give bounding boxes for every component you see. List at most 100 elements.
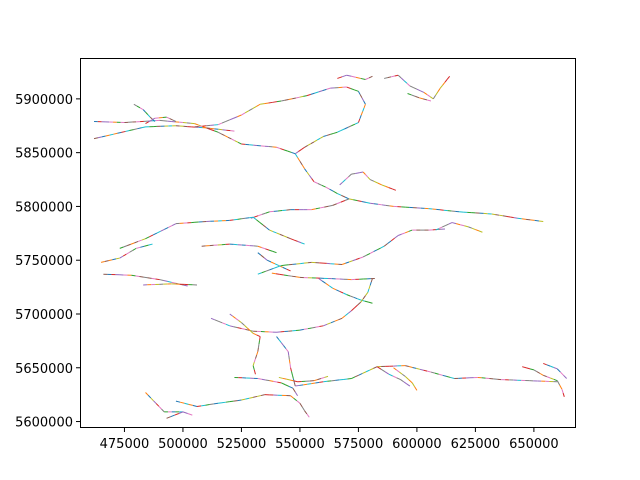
route-segment	[304, 410, 308, 415]
route-segment	[322, 88, 327, 92]
route-segment	[310, 92, 315, 95]
route-segment	[291, 275, 296, 278]
route-segment	[129, 129, 134, 132]
route-segment	[324, 205, 329, 208]
route-segment	[304, 168, 308, 173]
route-segment	[369, 179, 375, 182]
route-line	[454, 376, 558, 383]
route-segment	[218, 320, 223, 324]
route-segment	[553, 378, 558, 382]
route-segment	[388, 187, 393, 190]
route-segment	[265, 227, 270, 231]
route-line	[290, 395, 310, 418]
route-segment	[357, 91, 361, 95]
route-segment	[319, 381, 324, 383]
route-segment	[252, 216, 257, 221]
route-segment	[244, 110, 250, 114]
route-segment	[288, 98, 293, 100]
route-segment	[234, 140, 239, 143]
route-segment	[245, 328, 250, 331]
route-line	[94, 119, 296, 155]
route-segment	[315, 381, 320, 384]
route-segment	[357, 301, 362, 306]
route-segment	[351, 75, 357, 78]
route-segment	[559, 384, 563, 390]
route-segment	[369, 281, 372, 286]
route-segment	[262, 224, 267, 228]
route-segment	[295, 276, 301, 278]
route-segment	[166, 116, 170, 120]
route-segment	[426, 99, 432, 102]
route-segment	[280, 382, 286, 386]
route-segment	[385, 185, 390, 189]
route-segment	[323, 323, 328, 327]
route-segment	[384, 371, 390, 375]
route-segment	[170, 414, 175, 418]
route-line	[348, 198, 544, 222]
route-segment	[398, 233, 402, 236]
route-line	[271, 272, 375, 281]
route-segment	[287, 275, 292, 277]
route-segment	[261, 378, 266, 381]
route-segment	[365, 292, 369, 296]
route-segment	[246, 327, 251, 332]
route-segment	[196, 405, 202, 407]
x-tick-label: 550000	[275, 437, 325, 452]
route-segment	[291, 374, 294, 379]
route-segment	[521, 218, 527, 220]
route-line	[210, 317, 343, 333]
route-segment	[288, 359, 291, 364]
route-line	[435, 222, 483, 233]
route-segment	[257, 245, 262, 248]
route-segment	[290, 367, 292, 372]
route-segment	[358, 372, 363, 376]
y-tick-label: 5700000	[15, 308, 73, 323]
route-segment	[273, 266, 278, 269]
route-segment	[257, 252, 262, 256]
route-segment	[393, 367, 397, 371]
route-segment	[253, 395, 258, 398]
route-segment	[161, 408, 165, 413]
route-segment	[362, 371, 367, 374]
route-segment	[299, 402, 303, 408]
route-segment	[350, 88, 355, 91]
route-segment	[113, 132, 118, 135]
route-segment	[171, 223, 177, 226]
route-segment	[288, 355, 290, 360]
route-segment	[256, 395, 262, 397]
route-segment	[350, 295, 354, 298]
route-segment	[299, 160, 303, 166]
route-segment	[513, 217, 518, 219]
route-segment	[151, 117, 156, 121]
route-segment	[368, 301, 373, 304]
route-segment	[241, 398, 246, 401]
route-segment	[408, 366, 413, 368]
route-segment	[292, 387, 296, 393]
route-segment	[420, 90, 425, 93]
route-segment	[319, 206, 325, 209]
route-segment	[380, 368, 386, 373]
route-segment	[313, 181, 319, 184]
route-segment	[334, 319, 339, 322]
route-segment	[248, 108, 253, 112]
route-segment	[249, 216, 254, 219]
route-segment	[210, 128, 215, 132]
route-segment	[389, 205, 394, 207]
route-segment	[141, 126, 146, 129]
route-segment	[304, 145, 308, 148]
route-segment	[152, 232, 158, 236]
route-segment	[156, 230, 161, 234]
route-segment	[400, 379, 404, 383]
route-segment	[194, 123, 199, 126]
route-segment	[341, 262, 346, 265]
route-segment	[225, 401, 230, 403]
route-segment	[129, 249, 134, 253]
route-segment	[307, 143, 312, 146]
route-segment	[556, 368, 561, 373]
x-tick-label: 475000	[100, 437, 150, 452]
route-segment	[336, 201, 342, 205]
route-line	[278, 375, 329, 383]
route-segment	[130, 242, 135, 245]
route-segment	[561, 389, 564, 394]
route-segment	[277, 381, 282, 384]
